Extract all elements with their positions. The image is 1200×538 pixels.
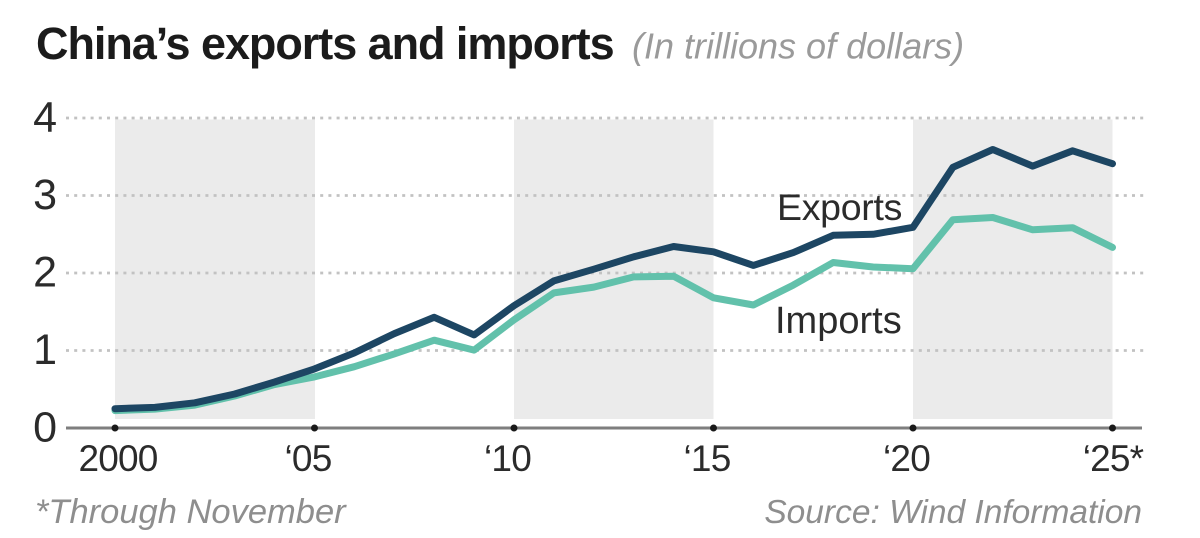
svg-text:2: 2: [33, 249, 57, 297]
svg-text:‘10: ‘10: [484, 438, 531, 479]
svg-text:Source: Wind Information: Source: Wind Information: [764, 494, 1142, 531]
svg-text:‘05: ‘05: [285, 438, 332, 479]
svg-text:0: 0: [33, 404, 57, 452]
svg-text:‘25*: ‘25*: [1083, 438, 1144, 479]
svg-text:(In trillions of dollars): (In trillions of dollars): [632, 26, 964, 67]
svg-text:‘20: ‘20: [883, 438, 930, 479]
svg-text:‘15: ‘15: [684, 438, 731, 479]
svg-text:1: 1: [33, 326, 57, 374]
svg-text:China’s exports and imports: China’s exports and imports: [36, 18, 614, 69]
svg-text:3: 3: [33, 171, 57, 219]
svg-text:*Through November: *Through November: [35, 493, 347, 531]
svg-text:2000: 2000: [78, 438, 157, 479]
svg-text:4: 4: [33, 94, 57, 142]
svg-text:Imports: Imports: [775, 300, 902, 342]
svg-text:Exports: Exports: [777, 186, 902, 228]
